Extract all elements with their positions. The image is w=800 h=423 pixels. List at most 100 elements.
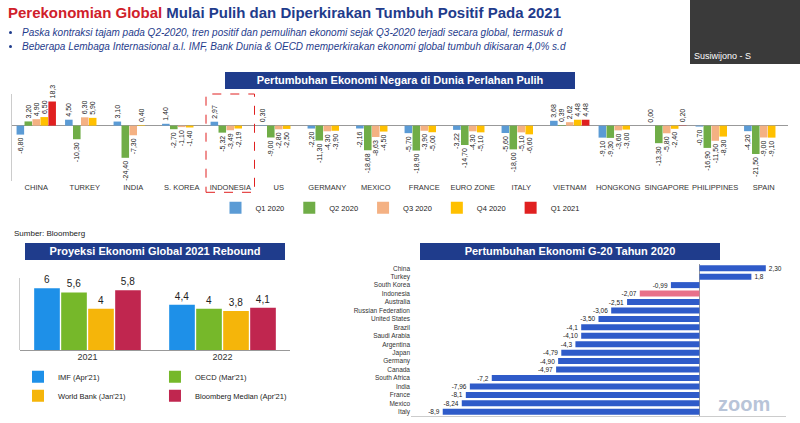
svg-text:-9,30: -9,30 (607, 141, 614, 157)
svg-text:China: China (393, 264, 410, 271)
svg-text:-4,90: -4,90 (540, 358, 555, 365)
svg-text:Q2 2020: Q2 2020 (329, 204, 358, 213)
svg-text:1,8: 1,8 (754, 273, 763, 280)
svg-text:0,39: 0,39 (558, 108, 565, 122)
svg-text:MEXICO: MEXICO (361, 183, 391, 192)
svg-text:CHINA: CHINA (25, 183, 48, 192)
svg-text:SINGAPORE: SINGAPORE (644, 183, 689, 192)
svg-text:-21,50: -21,50 (752, 157, 759, 177)
svg-text:South Korea: South Korea (374, 281, 411, 288)
svg-text:FRANCE: FRANCE (409, 183, 440, 192)
svg-text:-8,24: -8,24 (444, 400, 459, 407)
svg-text:0,00: 0,00 (647, 109, 654, 123)
svg-text:6: 6 (44, 274, 50, 285)
svg-text:HONGKONG: HONGKONG (596, 183, 641, 192)
svg-text:Q1 2021: Q1 2021 (551, 204, 580, 213)
svg-text:-24,40: -24,40 (122, 161, 129, 181)
svg-text:-3,00: -3,00 (623, 133, 630, 149)
svg-text:VIETNAM: VIETNAM (553, 183, 586, 192)
svg-text:-3,90: -3,90 (421, 134, 428, 150)
svg-text:-1,40: -1,40 (186, 130, 193, 146)
svg-text:1,40: 1,40 (162, 107, 169, 121)
svg-text:4,1: 4,1 (256, 294, 270, 305)
svg-text:6,50: 6,50 (41, 100, 48, 114)
svg-text:-2,20: -2,20 (308, 132, 315, 148)
svg-text:-5,10: -5,10 (477, 135, 484, 151)
svg-text:-5,80: -5,80 (663, 136, 670, 152)
svg-text:-4,20: -4,20 (744, 134, 751, 150)
svg-text:-3,90: -3,90 (332, 134, 339, 150)
svg-text:-5,00: -5,00 (429, 135, 436, 151)
svg-text:-3,06: -3,06 (593, 307, 608, 314)
svg-text:-7,2: -7,2 (477, 375, 489, 382)
svg-text:2,30: 2,30 (769, 265, 782, 272)
svg-text:2021: 2021 (77, 352, 97, 362)
svg-text:-2,80: -2,80 (275, 132, 282, 148)
svg-text:-18,90: -18,90 (413, 154, 420, 174)
svg-text:-4,79: -4,79 (543, 349, 558, 356)
svg-text:-4,30: -4,30 (324, 134, 331, 150)
svg-text:Q3 2020: Q3 2020 (403, 204, 432, 213)
svg-text:3,20: 3,20 (25, 105, 32, 119)
svg-text:-5,32: -5,32 (219, 136, 226, 152)
svg-text:Q1 2020: Q1 2020 (256, 204, 285, 213)
svg-text:France: France (390, 391, 411, 398)
svg-text:3,10: 3,10 (114, 105, 121, 119)
svg-text:-0,99: -0,99 (653, 282, 668, 289)
svg-text:-9,00: -9,00 (760, 141, 767, 157)
svg-text:-5,70: -5,70 (405, 136, 412, 152)
svg-text:Q4 2020: Q4 2020 (477, 204, 506, 213)
svg-text:-2,50: -2,50 (283, 132, 290, 148)
svg-text:2,97: 2,97 (211, 105, 218, 119)
svg-text:-8,63: -8,63 (372, 140, 379, 156)
svg-text:US: US (274, 183, 284, 192)
svg-text:4,50: 4,50 (65, 103, 72, 117)
svg-text:-3,50: -3,50 (580, 315, 595, 322)
svg-text:Brazil: Brazil (394, 324, 411, 331)
svg-text:3,68: 3,68 (550, 104, 557, 118)
svg-text:Russian Federation: Russian Federation (354, 307, 411, 314)
svg-text:-2,16: -2,16 (356, 131, 363, 147)
svg-text:-2,40: -2,40 (671, 132, 678, 148)
svg-text:5,90: 5,90 (89, 101, 96, 115)
svg-text:5,8: 5,8 (121, 276, 135, 287)
svg-text:ITALY: ITALY (511, 183, 531, 192)
svg-text:-11,50: -11,50 (712, 144, 719, 163)
svg-text:-10,30: -10,30 (73, 142, 80, 162)
svg-text:-8,1: -8,1 (451, 391, 463, 398)
svg-text:2022: 2022 (212, 352, 232, 362)
svg-text:-9,10: -9,10 (768, 141, 775, 157)
svg-text:4,48: 4,48 (582, 103, 589, 117)
svg-text:-2,51: -2,51 (609, 299, 624, 306)
svg-text:-0,70: -0,70 (696, 130, 703, 146)
svg-text:4,4: 4,4 (175, 291, 189, 302)
svg-text:-4,10: -4,10 (563, 332, 578, 339)
svg-text:INDIA: INDIA (123, 183, 143, 192)
svg-text:TURKEY: TURKEY (70, 183, 100, 192)
svg-text:Argentina: Argentina (382, 340, 410, 348)
svg-text:PHILIPPINES: PHILIPPINES (692, 183, 738, 192)
svg-text:S. KOREA: S. KOREA (164, 183, 199, 192)
svg-text:-3,60: -3,60 (615, 133, 622, 149)
svg-text:0,40: 0,40 (138, 108, 145, 122)
svg-text:4,90: 4,90 (33, 102, 40, 116)
svg-text:United States: United States (371, 315, 411, 322)
svg-text:0,30: 0,30 (259, 109, 266, 123)
svg-text:IMF (Apr'21): IMF (Apr'21) (58, 373, 100, 382)
svg-text:Mexico: Mexico (389, 400, 410, 407)
svg-text:-18,00: -18,00 (510, 152, 517, 172)
svg-text:2,62: 2,62 (566, 105, 573, 119)
svg-text:-5,10: -5,10 (518, 135, 525, 151)
svg-text:-4,97: -4,97 (538, 366, 553, 373)
svg-text:3,8: 3,8 (229, 297, 243, 308)
svg-text:4,48: 4,48 (574, 103, 581, 117)
svg-text:-4,30: -4,30 (469, 134, 476, 150)
svg-text:-2,07: -2,07 (622, 290, 637, 297)
svg-text:4: 4 (206, 295, 212, 306)
svg-text:Indonesia: Indonesia (382, 290, 411, 297)
svg-text:-14,70: -14,70 (461, 148, 468, 168)
svg-text:India: India (396, 383, 410, 390)
svg-text:-9,10: -9,10 (599, 141, 606, 157)
svg-text:6,30: 6,30 (81, 101, 88, 115)
svg-text:-16,90: -16,90 (704, 151, 711, 171)
